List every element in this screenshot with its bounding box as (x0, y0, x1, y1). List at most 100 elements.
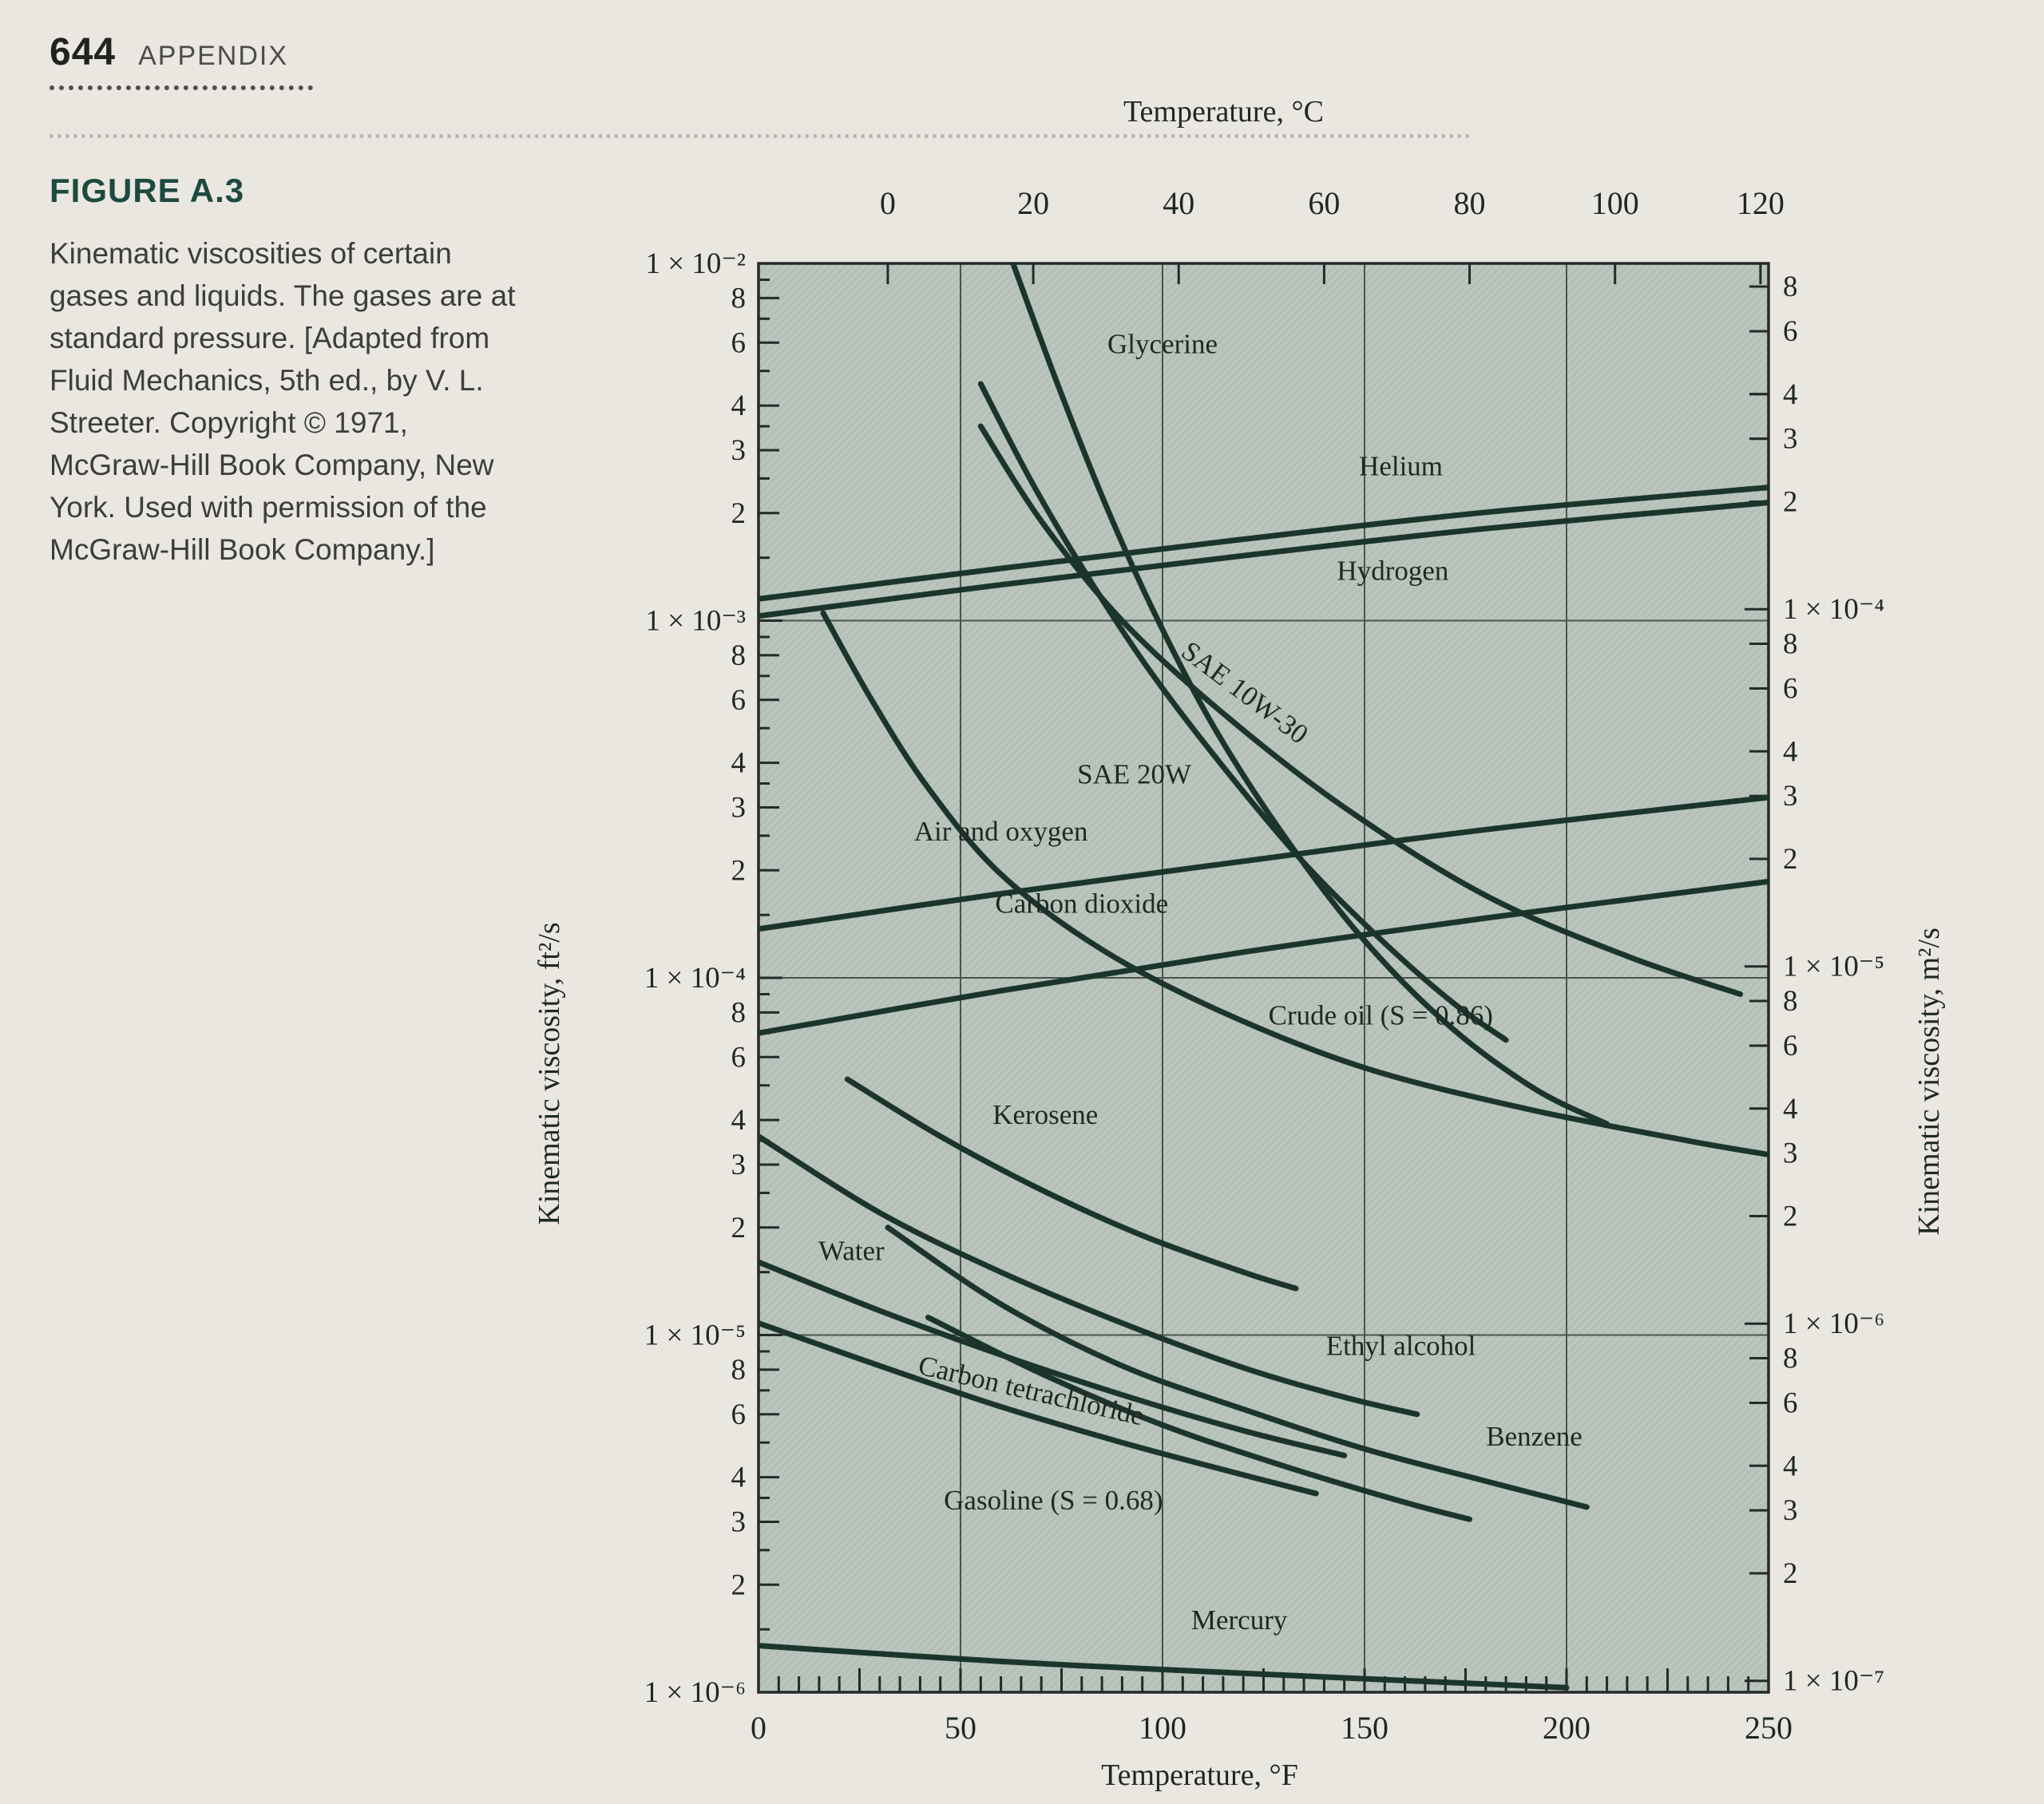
figure-caption-block: FIGURE A.3 Kinematic viscosities of cert… (50, 172, 521, 571)
left-axis-label: 6 (731, 684, 747, 717)
left-axis-label: 1 × 10⁻⁵ (644, 1319, 746, 1352)
right-axis-label: 2 (1783, 485, 1798, 518)
bottom-axis-label: 0 (751, 1710, 766, 1746)
curve-carbon-tetrachloride (759, 1259, 1348, 1458)
curve-kerosene (844, 1076, 1299, 1292)
top-axis-label: 60 (1308, 185, 1340, 221)
faint-dotted-rule (50, 134, 1471, 138)
bottom-axis-label: 150 (1341, 1710, 1388, 1746)
left-axis-label: 6 (731, 1398, 747, 1431)
right-axis-label: 2 (1783, 1557, 1798, 1590)
right-axis-label: 6 (1783, 1387, 1798, 1419)
bottom-axis-label: 200 (1543, 1710, 1590, 1746)
curve-label-air-and-oxygen: Air and oxygen (914, 816, 1088, 847)
curve-sae-20w (977, 381, 1509, 1043)
left-axis-label: 4 (731, 1462, 747, 1494)
curve-gasoline-s-0-68 (759, 1320, 1319, 1497)
curves (759, 263, 1769, 1691)
curve-label-ethyl-alcohol: Ethyl alcohol (1326, 1330, 1476, 1361)
right-axis-label: 1 × 10⁻⁵ (1783, 951, 1884, 983)
right-axis-label: 3 (1783, 423, 1798, 456)
left-axis-label: 2 (731, 854, 747, 887)
left-axis-label: 3 (731, 1149, 747, 1181)
curve-glycerine (1010, 263, 1610, 1127)
curve-label-mercury: Mercury (1191, 1604, 1288, 1636)
curve-label-sae-20w: SAE 20W (1077, 759, 1191, 790)
plot-frame (757, 262, 1770, 1694)
right-axis-label: 3 (1783, 780, 1798, 813)
left-axis-label: 1 × 10⁻⁴ (644, 962, 746, 995)
left-axis-label: 4 (731, 747, 747, 780)
curve-label-water: Water (818, 1236, 885, 1267)
right-axis-label: 8 (1783, 271, 1798, 303)
left-axis-label: 2 (731, 497, 747, 530)
left-axis-label: 3 (731, 434, 747, 467)
page-header: 644 APPENDIX (50, 30, 321, 90)
right-axis-label: 6 (1783, 315, 1798, 348)
left-axis-label: 1 × 10⁻² (646, 247, 747, 280)
curve-label-benzene: Benzene (1486, 1421, 1582, 1452)
top-axis-label: 100 (1591, 185, 1639, 221)
right-axis-label: 1 × 10⁻⁴ (1783, 593, 1884, 626)
right-axis-label: 4 (1783, 1450, 1798, 1482)
curve-label-kerosene: Kerosene (992, 1099, 1098, 1130)
left-axis-label: 3 (731, 791, 747, 824)
right-axis-label: 6 (1783, 1030, 1798, 1062)
curve-label-gasoline-s-0-68: Gasoline (S = 0.68) (944, 1485, 1163, 1516)
left-axis-label: 8 (731, 996, 747, 1029)
left-axis-label: 2 (731, 1212, 747, 1244)
curve-crude-oil-s-0-86 (820, 610, 1769, 1157)
right-axis-label: 4 (1783, 378, 1798, 411)
right-axis-label: 8 (1783, 628, 1798, 661)
right-axis-label: 6 (1783, 672, 1798, 705)
top-axis-label: 0 (880, 185, 896, 221)
top-axis-label: 120 (1737, 185, 1785, 221)
top-axis-label: 20 (1017, 185, 1049, 221)
gridlines (759, 263, 1769, 1692)
left-axis-label: 4 (731, 1104, 747, 1137)
left-axis-label: 4 (731, 390, 747, 422)
curve-helium (759, 485, 1769, 602)
right-axis-label: 4 (1783, 735, 1798, 768)
axis-titles: Temperature, °C Temperature, °F Kinematic … (533, 95, 1946, 1792)
top-axis-label: 80 (1454, 185, 1486, 221)
curve-label-glycerine: Glycerine (1107, 329, 1218, 360)
curve-air-and-oxygen (759, 794, 1769, 932)
curve-label-helium: Helium (1359, 451, 1443, 482)
dotted-rule (50, 85, 313, 90)
right-axis-label: 2 (1783, 843, 1798, 876)
curve-sae-10w-30 (977, 423, 1744, 997)
section-title: APPENDIX (138, 41, 289, 71)
right-axis-label: 8 (1783, 1343, 1798, 1375)
right-axis-label: 1 × 10⁻⁷ (1783, 1665, 1884, 1698)
bottom-axis-label: 100 (1139, 1710, 1186, 1746)
left-axis-label: 8 (731, 1354, 747, 1387)
left-axis-label: 1 × 10⁻³ (646, 605, 747, 638)
figure-caption: Kinematic viscosities of certain gases a… (50, 237, 516, 566)
bottom-axis-label: 250 (1745, 1710, 1792, 1746)
curve-label-carbon-dioxide: Carbon dioxide (995, 888, 1168, 920)
figure-title: FIGURE A.3 (50, 172, 245, 209)
curve-label-hydrogen: Hydrogen (1337, 556, 1448, 587)
top-axis-label: 40 (1163, 185, 1194, 221)
curve-hydrogen (759, 500, 1769, 619)
bottom-axis-title: Temperature, °F (1101, 1759, 1298, 1792)
right-axis-label: 8 (1783, 985, 1798, 1018)
right-axis-label: 3 (1783, 1494, 1798, 1527)
curve-benzene (925, 1314, 1473, 1522)
top-axis-title: Temperature, °C (1123, 95, 1324, 129)
right-axis-label: 2 (1783, 1200, 1798, 1232)
left-axis-label: 1 × 10⁻⁶ (644, 1676, 746, 1709)
right-axis-label: 1 × 10⁻⁶ (1783, 1308, 1884, 1340)
left-axis-label: 6 (731, 1041, 747, 1074)
axis-ticks (757, 262, 1770, 1694)
left-axis-label: 6 (731, 326, 747, 359)
right-axis-title: Kinematic viscosity, m²/s (1912, 928, 1946, 1236)
curve-ethyl-alcohol (759, 1133, 1420, 1418)
page-number: 644 (50, 31, 117, 73)
right-axis-label: 4 (1783, 1093, 1798, 1126)
curve-carbon-dioxide (759, 878, 1769, 1036)
